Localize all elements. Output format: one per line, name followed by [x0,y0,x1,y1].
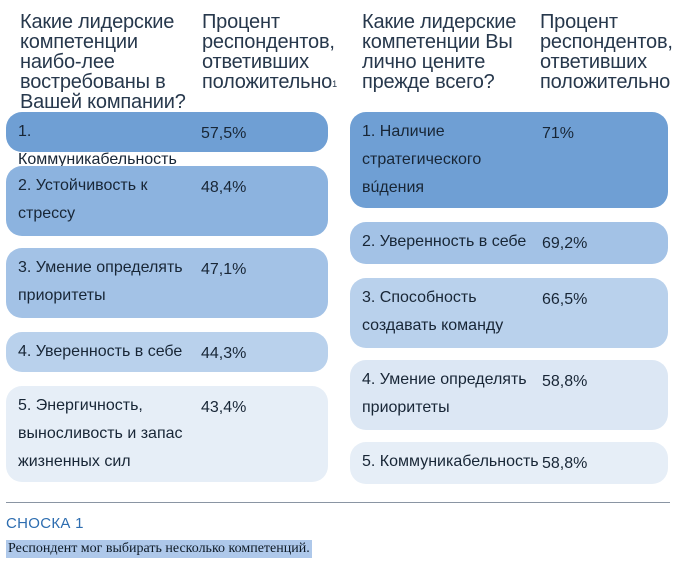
footnote-divider [6,502,670,503]
right-row-label: 2. Уверенность в себе [362,233,527,250]
right-row-3: 3. Способность создавать команду 66,5% [350,278,668,348]
right-column: Какие лидерские компетенции Вы лично цен… [350,0,673,484]
left-row-2: 2. Устойчивость к стрессу 48,4% [6,166,328,236]
right-row-value: 66,5% [542,291,588,308]
right-row-label: 4. Умение определять приоритеты [362,371,527,416]
right-row-5: 5. Коммуникабельность 58,8% [350,442,668,484]
left-row-label: 1. Коммуникабельность [18,123,177,168]
right-header: Какие лидерские компетенции Вы лично цен… [350,0,673,110]
left-row-4: 4. Уверенность в себе 44,3% [6,332,328,372]
left-column: Какие лидерские компетенции наибо-лее во… [6,0,337,482]
right-row-value: 58,8% [542,455,588,472]
left-row-3: 3. Умение определять приоритеты 47,1% [6,248,328,318]
footnote-title: СНОСКА 1 [6,515,84,532]
right-row-value: 71% [542,125,575,142]
left-row-value: 43,4% [201,399,247,416]
footnote-mark: 1 [332,79,337,89]
left-row-value: 44,3% [201,345,247,362]
left-question: Какие лидерские компетенции наибо-лее во… [20,11,186,113]
right-row-4: 4. Умение определять приоритеты 58,8% [350,360,668,430]
footnote-text: Респондент мог выбирать несколько компет… [6,540,312,558]
left-row-5: 5. Энергичность, выносливость и запас жи… [6,386,328,482]
left-header: Какие лидерские компетенции наибо-лее во… [6,0,337,113]
left-row-label: 2. Устойчивость к стрессу [18,177,148,222]
left-percent-header-text: Процент респондентов, ответивших положит… [202,11,335,93]
right-row-label: 3. Способность создавать команду [362,289,504,334]
left-row-value: 48,4% [201,179,247,196]
left-row-label: 5. Энергичность, выносливость и запас жи… [18,397,183,470]
left-row-label: 4. Уверенность в себе [18,343,183,360]
right-row-label: 5. Коммуникабельность [362,453,539,470]
left-row-value: 47,1% [201,261,247,278]
left-percent-header: Процент респондентов, ответивших положит… [202,12,337,92]
left-row-label: 3. Умение определять приоритеты [18,259,183,304]
right-row-1: 1. Наличие стратегического вúдения 71% [350,112,668,208]
left-row-value: 57,5% [201,125,247,142]
left-row-1: 1. Коммуникабельность 57,5% [6,112,328,168]
right-row-value: 69,2% [542,235,588,252]
right-row-value: 58,8% [542,373,588,390]
right-row-label: 1. Наличие стратегического вúдения [362,123,482,196]
right-row-2: 2. Уверенность в себе 69,2% [350,222,668,264]
right-question: Какие лидерские компетенции Вы лично цен… [362,11,517,93]
right-percent-header: Процент респондентов, ответивших положит… [540,11,673,93]
